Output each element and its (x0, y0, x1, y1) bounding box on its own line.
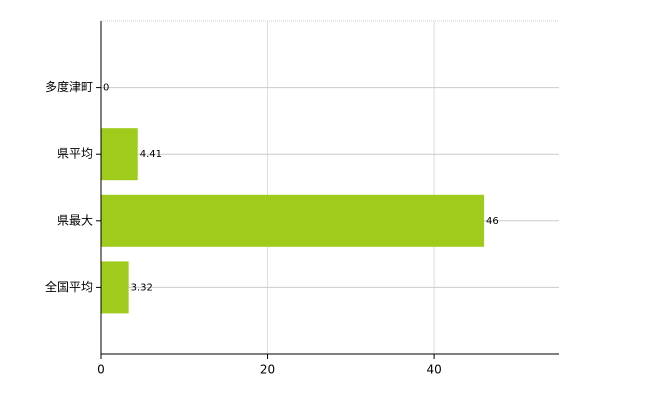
bar (101, 194, 485, 247)
y-tick-label: 県最大 (57, 213, 93, 227)
x-tick-label: 40 (426, 363, 441, 377)
x-tick-label: 20 (260, 363, 275, 377)
x-tick-label: 0 (97, 363, 105, 377)
y-tick-label: 多度津町 (45, 79, 93, 94)
value-label: 4.41 (140, 149, 162, 160)
y-tick-label: 全国平均 (45, 279, 93, 294)
value-label: 0 (103, 83, 109, 94)
value-label: 46 (486, 216, 499, 227)
value-label: 3.32 (131, 282, 153, 293)
bar (101, 261, 129, 314)
y-tick-label: 県平均 (57, 147, 93, 161)
bar (101, 128, 138, 181)
